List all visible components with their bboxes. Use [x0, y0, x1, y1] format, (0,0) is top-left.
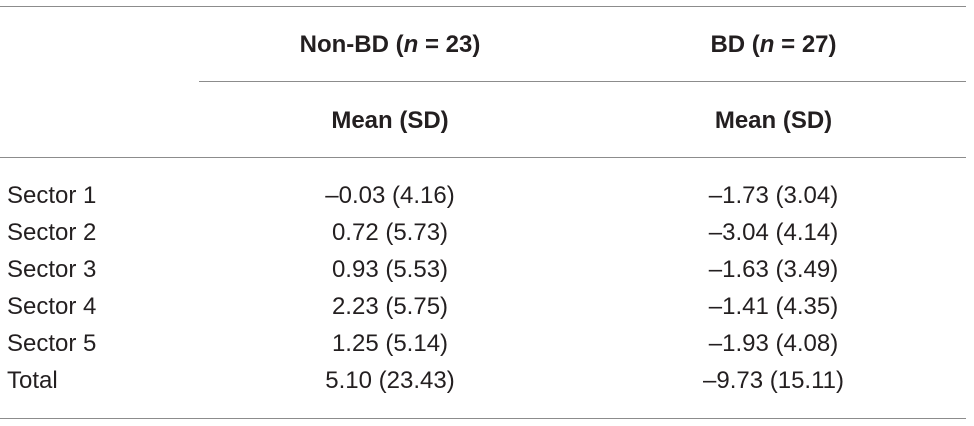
table-row: Sector 3 0.93 (5.53) –1.63 (3.49) [0, 251, 966, 288]
non-bd-value: 5.10 (23.43) [325, 366, 455, 394]
row-label: Sector 4 [7, 292, 97, 320]
table-row: Total 5.10 (23.43) –9.73 (15.11) [0, 362, 966, 399]
row-label: Sector 5 [7, 329, 97, 357]
table-row: Sector 5 1.25 (5.14) –1.93 (4.08) [0, 325, 966, 362]
non-bd-value: 1.25 (5.14) [331, 329, 449, 357]
row-label: Total [7, 366, 58, 394]
bd-value: –9.73 (15.11) [703, 366, 844, 394]
subheader-non-bd: Mean (SD) [331, 107, 449, 134]
bottom-rule [0, 418, 966, 419]
bd-value: –1.73 (3.04) [708, 181, 839, 209]
header-bd: BD (n = 27) [710, 31, 837, 58]
non-bd-value: 0.72 (5.73) [331, 218, 449, 246]
row-label: Sector 1 [7, 181, 97, 209]
header-non-bd: Non-BD (n = 23) [299, 31, 481, 58]
non-bd-value: 0.93 (5.53) [331, 255, 449, 283]
body-divider [0, 157, 966, 158]
bd-value: –1.41 (4.35) [708, 292, 839, 320]
table-row: Sector 2 0.72 (5.73) –3.04 (4.14) [0, 214, 966, 251]
table-row: Sector 4 2.23 (5.75) –1.41 (4.35) [0, 288, 966, 325]
row-label: Sector 2 [7, 218, 97, 246]
bd-value: –1.93 (4.08) [708, 329, 839, 357]
non-bd-value: 2.23 (5.75) [331, 292, 449, 320]
subheader-bd: Mean (SD) [714, 107, 833, 134]
table-body: Sector 1 –0.03 (4.16) –1.73 (3.04) Secto… [0, 177, 966, 399]
non-bd-value: –0.03 (4.16) [325, 181, 455, 209]
top-rule [0, 6, 966, 7]
bd-value: –3.04 (4.14) [708, 218, 839, 246]
bd-value: –1.63 (3.49) [708, 255, 839, 283]
row-label: Sector 3 [7, 255, 97, 283]
table-row: Sector 1 –0.03 (4.16) –1.73 (3.04) [0, 177, 966, 214]
header-divider [199, 81, 966, 82]
